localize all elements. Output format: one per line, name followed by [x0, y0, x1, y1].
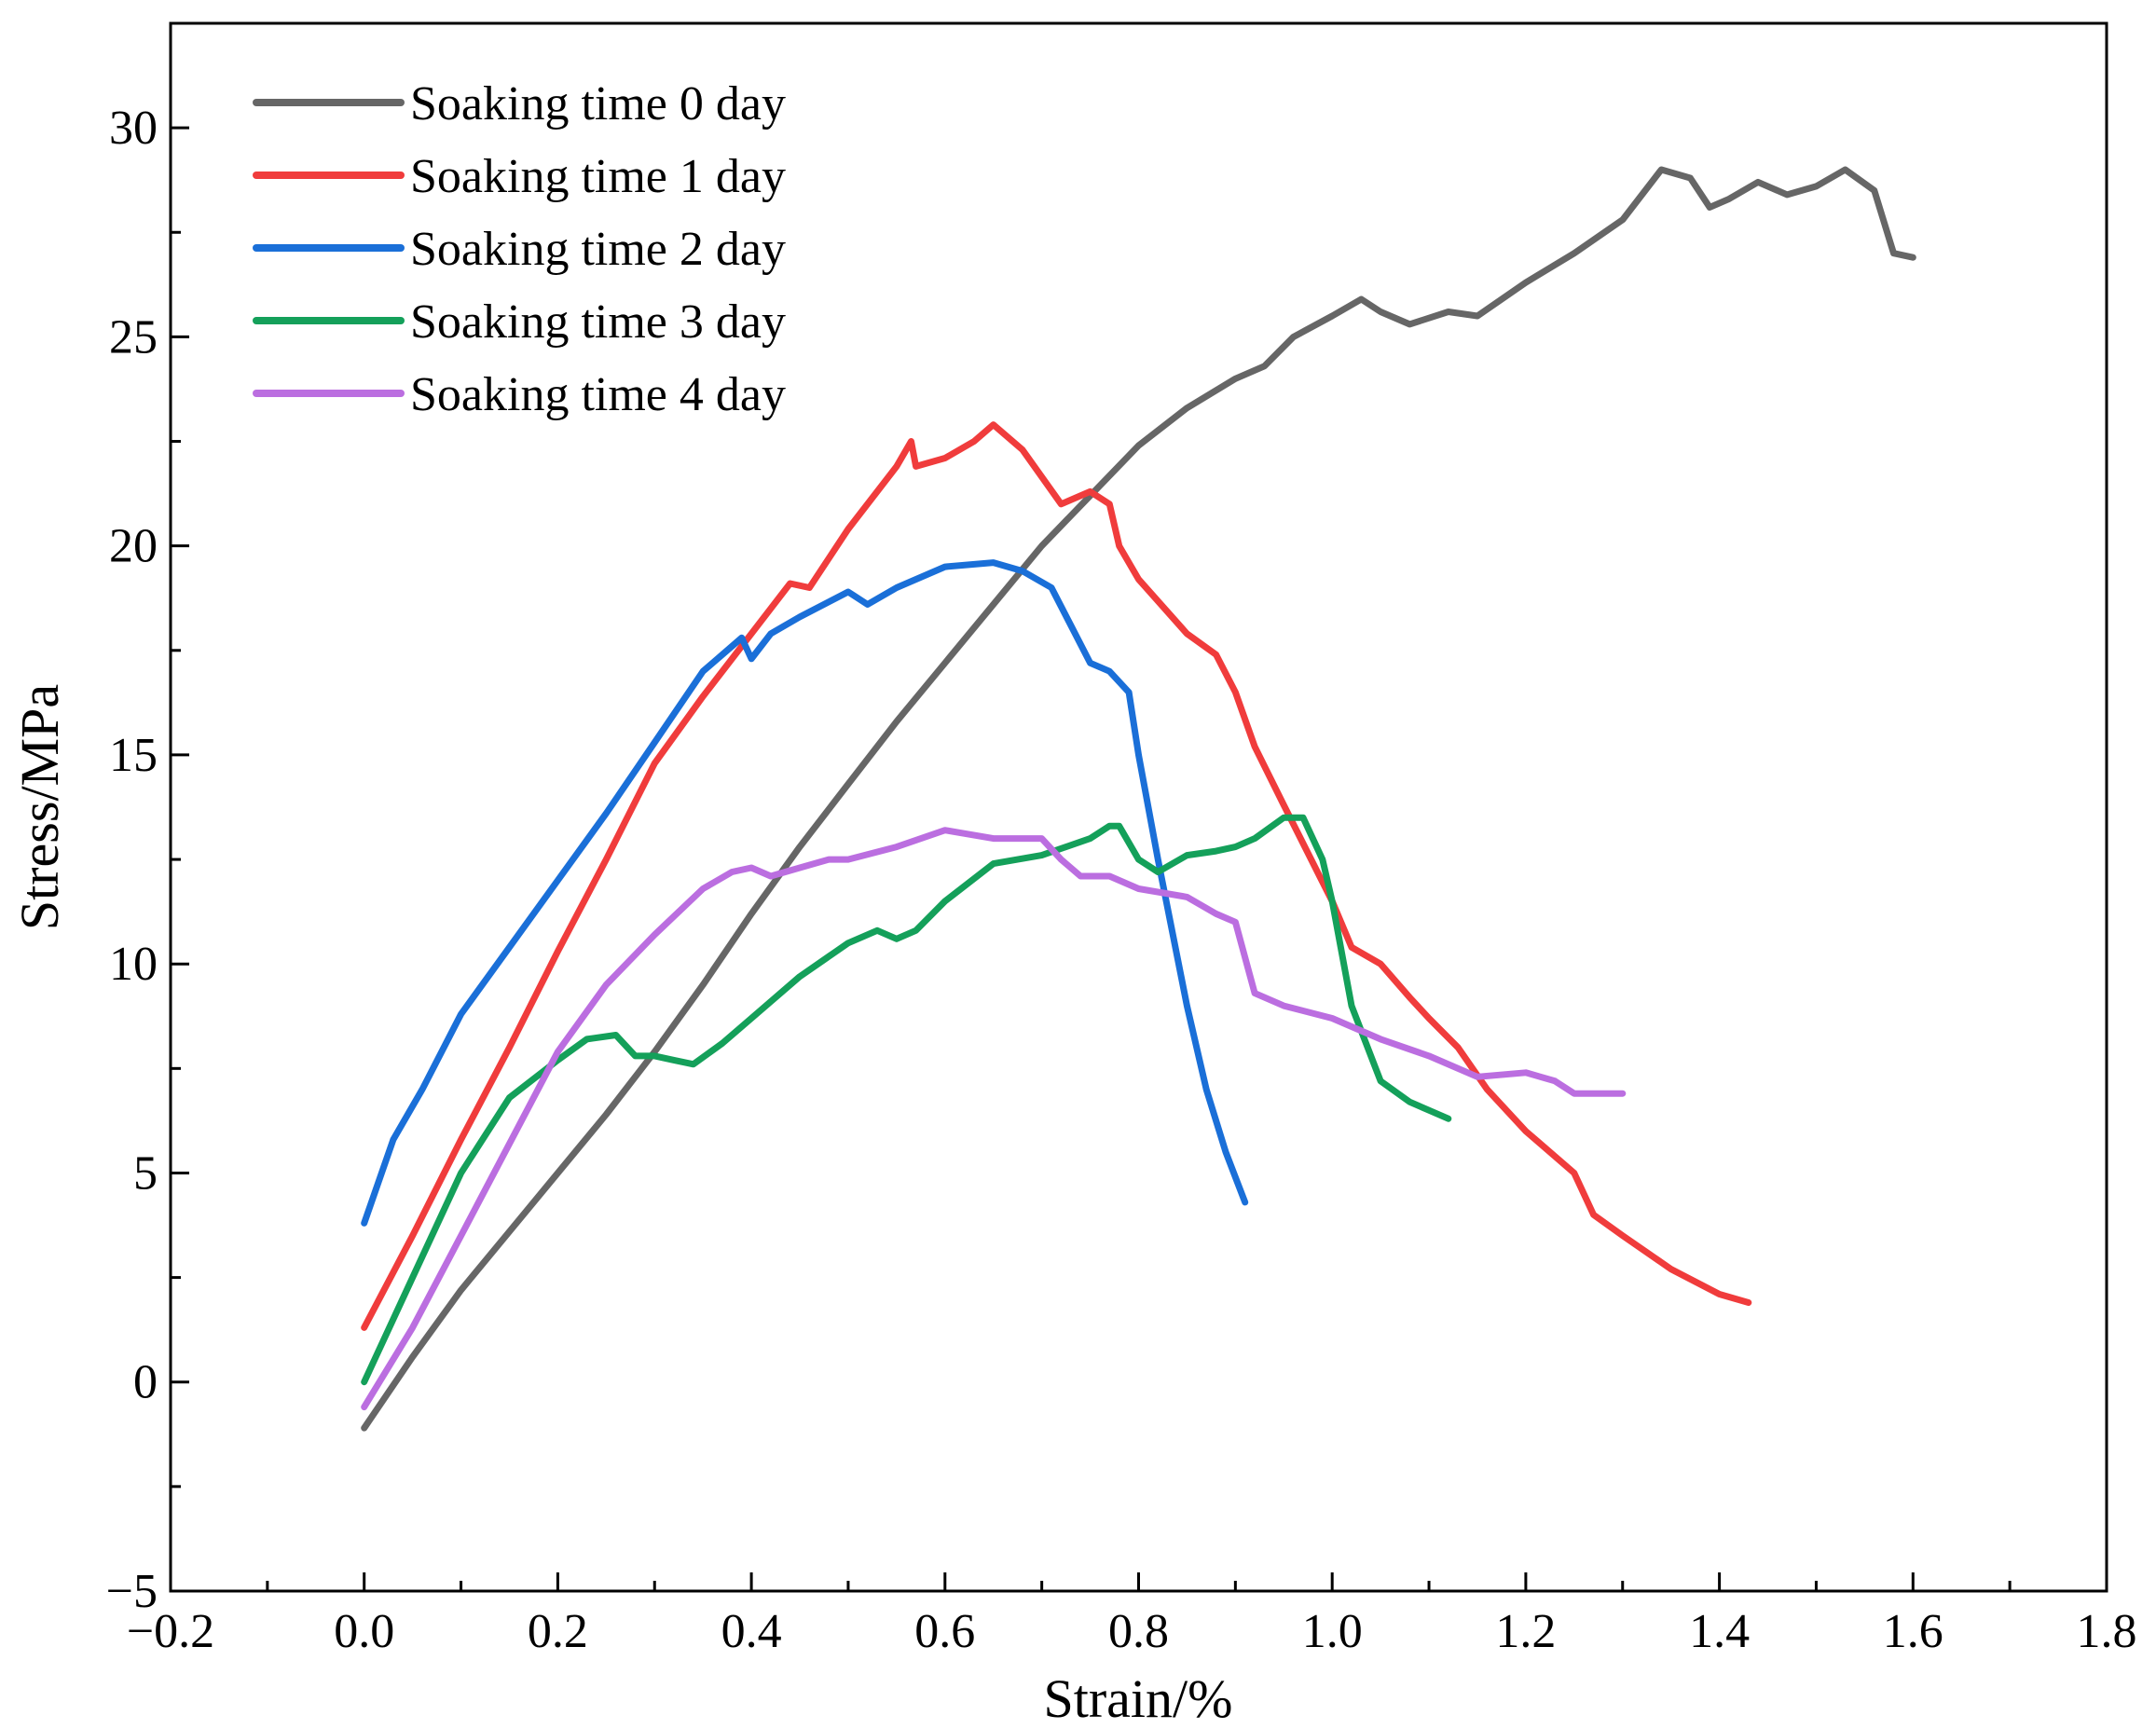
series-line-4-day: [361, 827, 1627, 1411]
y-tick-label: 10: [109, 938, 158, 991]
y-tick-label: 30: [109, 102, 158, 155]
legend: Soaking time 0 day Soaking time 1 day Soak…: [253, 77, 786, 421]
x-tick-label: 0.6: [914, 1605, 975, 1658]
y-tick-label: 0: [133, 1356, 158, 1409]
x-tick-label: −0.2: [127, 1605, 214, 1658]
x-tick-label: 1.8: [2077, 1605, 2137, 1658]
series-line-3-day: [361, 814, 1452, 1386]
axis-ticks: −0.2 0.0 0.2 0.4 0.6 0.8 1.0 1.2 1.4 1.6 1.8 −5 0 5 10…: [106, 102, 2137, 1658]
legend-label: Soaking time 2 day: [410, 223, 786, 276]
legend-label: Soaking time 1 day: [410, 150, 786, 203]
x-tick-label: 1.2: [1495, 1605, 1556, 1658]
series-line-0-day: [361, 166, 1916, 1432]
series-line-1-day: [361, 421, 1752, 1331]
legend-label: Soaking time 0 day: [410, 77, 786, 130]
x-axis-title: Strain/%: [1044, 1668, 1233, 1729]
x-tick-label: 0.4: [721, 1605, 782, 1658]
y-axis-title: Stress/MPa: [9, 684, 70, 930]
y-tick-label: 5: [133, 1146, 158, 1200]
y-tick-label: −5: [106, 1565, 158, 1618]
x-tick-label: 0.2: [528, 1605, 588, 1658]
series-layer: [361, 166, 1916, 1432]
x-tick-label: 0.0: [334, 1605, 394, 1658]
x-tick-label: 1.6: [1883, 1605, 1943, 1658]
x-tick-label: 0.8: [1108, 1605, 1169, 1658]
x-tick-label: 1.4: [1689, 1605, 1750, 1658]
legend-label: Soaking time 3 day: [410, 295, 786, 349]
y-tick-label: 25: [109, 310, 158, 364]
y-tick-label: 20: [109, 520, 158, 573]
series-line-2-day: [361, 559, 1249, 1227]
y-tick-label: 15: [109, 729, 158, 782]
x-tick-label: 1.0: [1302, 1605, 1363, 1658]
legend-label: Soaking time 4 day: [410, 368, 786, 421]
